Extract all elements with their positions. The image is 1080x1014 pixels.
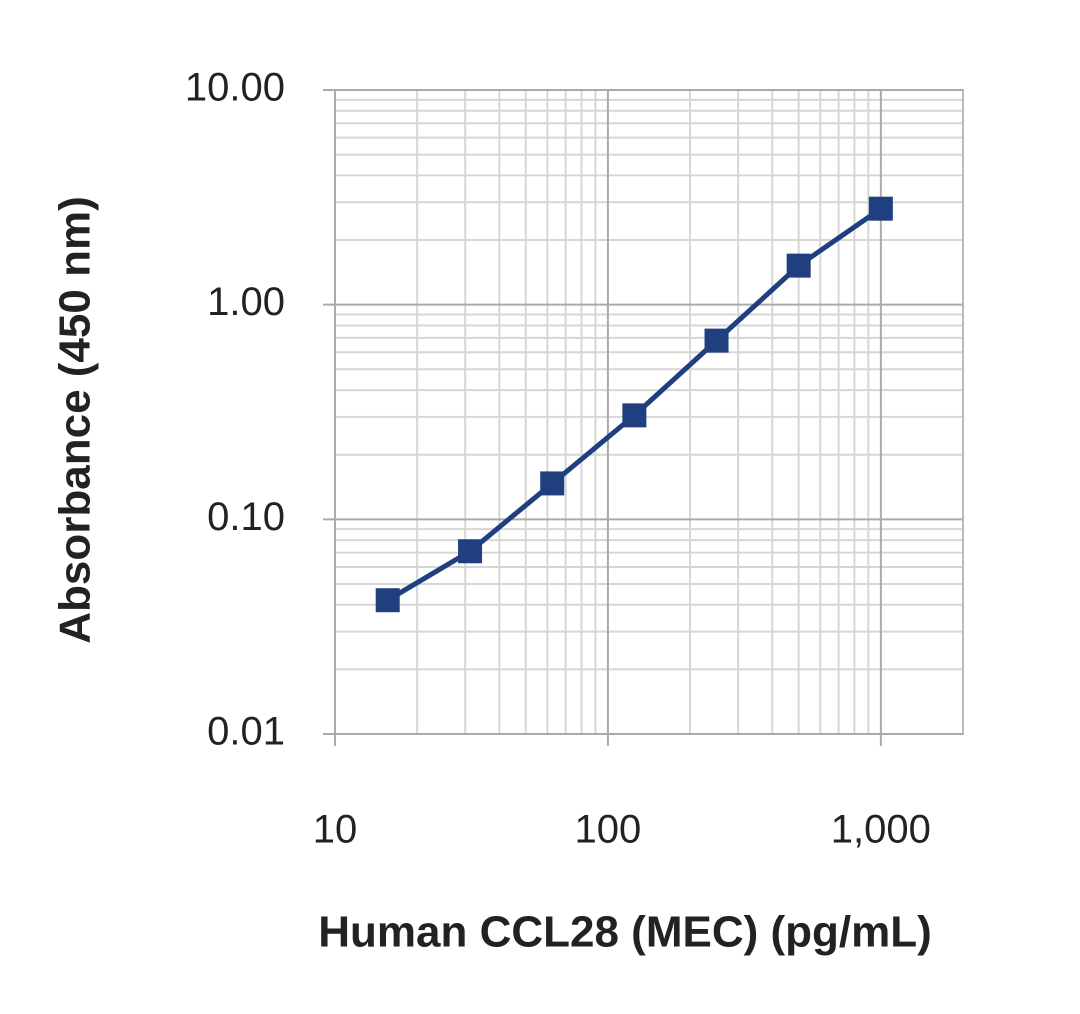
- data-point: [622, 403, 647, 428]
- data-point: [868, 196, 893, 221]
- data-point: [375, 588, 400, 613]
- x-axis-title: Human CCL28 (MEC) (pg/mL): [318, 908, 932, 957]
- data-point: [786, 253, 811, 278]
- x-tick-label: 10: [313, 808, 358, 852]
- y-tick-label: 1.00: [207, 280, 285, 324]
- data-point: [540, 471, 565, 496]
- y-axis-title: Absorbance (450 nm): [51, 196, 100, 643]
- x-tick-label: 100: [575, 808, 642, 852]
- y-tick-label: 0.10: [207, 495, 285, 539]
- y-tick-label: 10.00: [185, 66, 285, 110]
- data-point: [704, 328, 729, 353]
- y-tick-label: 0.01: [207, 710, 285, 754]
- x-tick-label: 1,000: [831, 808, 931, 852]
- data-point: [458, 539, 483, 564]
